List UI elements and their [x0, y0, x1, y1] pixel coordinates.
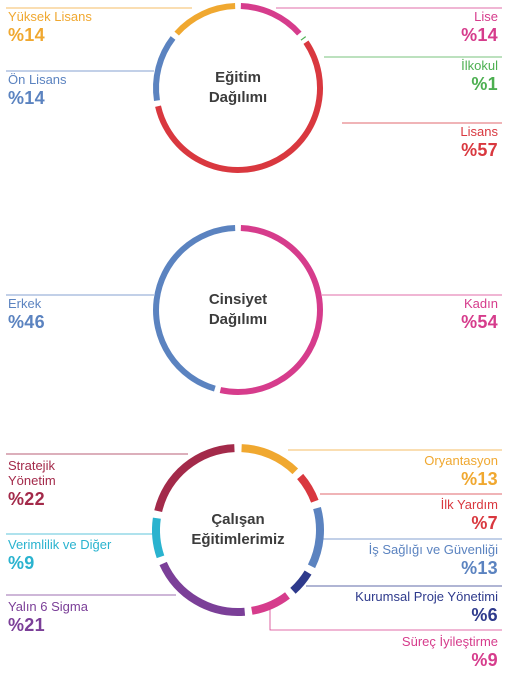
label-i-lk-yardim: İlk Yardım %7: [278, 497, 498, 534]
slice-value: %9: [471, 649, 498, 670]
slice-value: %54: [461, 311, 498, 332]
chart-title-line: Cinsiyet: [208, 290, 268, 308]
slice-value: %1: [471, 73, 498, 94]
slice-value: %46: [8, 311, 45, 332]
gender-distribution-chart: Kadın %54 Erkek %46 Cinsiyet Dağılımı: [0, 200, 510, 410]
slice-value: %14: [461, 24, 498, 45]
slice-name: Stratejik Yönetim: [8, 458, 56, 488]
leader-line-surec-i-yilestirme: [269, 608, 502, 631]
slice-value: %6: [471, 604, 498, 625]
slice-kurumsal-proje-yonetimi: [290, 570, 312, 594]
slice-surec-i-yilestirme: [251, 592, 290, 615]
slice-i-lk-yardim: [297, 473, 319, 503]
chart-title-line: Dağılımı: [208, 89, 268, 106]
slice-value: %14: [8, 24, 45, 45]
slice-value: %7: [471, 512, 498, 533]
ring-svg: [6, 3, 502, 174]
label-verimlilik-ve-diger: Verimlilik ve Diğer %9: [8, 537, 168, 574]
slice-name: Yalın 6 Sigma: [8, 599, 88, 614]
label-i-lkokul: İlkokul %1: [298, 58, 498, 95]
slice-name: İlk Yardım: [440, 497, 498, 512]
chart-title: Çalışan Eğitimlerimiz: [191, 510, 284, 551]
label-lisans: Lisans %57: [298, 124, 498, 161]
label-surec-i-yilestirme: Süreç İyileştirme %9: [278, 634, 498, 671]
slice-value: %13: [461, 557, 498, 578]
slice-value: %21: [8, 614, 45, 635]
slice-name: İlkokul: [461, 58, 498, 73]
label-i-s-sagligi-ve-guvenligi: İş Sağlığı ve Güvenliği %13: [278, 542, 498, 579]
slice-name: İş Sağlığı ve Güvenliği: [368, 542, 498, 557]
label-kadin: Kadın %54: [298, 296, 498, 333]
label-lise: Lise %14: [298, 9, 498, 46]
employee-trainings-chart: Oryantasyon %13 İlk Yardım %7 İş Sağlığı ve …: [0, 410, 510, 676]
slice-erkek: [153, 225, 236, 392]
slice-on-lisans: [153, 36, 176, 101]
label-stratejik-yonetim: Stratejik Yönetim %22: [8, 458, 168, 510]
slice-name: Verimlilik ve Diğer: [8, 537, 112, 552]
slice-name: Yüksek Lisans: [8, 9, 92, 24]
chart-title-line: Eğitim: [215, 68, 261, 86]
slice-yuksek-lisans: [174, 3, 236, 36]
slice-value: %22: [8, 488, 45, 509]
label-on-lisans: Ön Lisans %14: [8, 72, 158, 109]
slice-name: Lisans: [460, 124, 498, 139]
chart-title: Eğitim Dağılımı: [209, 68, 267, 109]
slice-name: Kurumsal Proje Yönetimi: [355, 589, 498, 604]
label-yalin-6-sigma: Yalın 6 Sigma %21: [8, 599, 168, 636]
label-yuksek-lisans: Yüksek Lisans %14: [8, 9, 158, 46]
label-erkek: Erkek %46: [8, 296, 158, 333]
slice-name: Oryantasyon: [424, 453, 498, 468]
chart-title: Cinsiyet Dağılımı: [209, 290, 267, 331]
slice-yalin-6-sigma: [159, 561, 246, 616]
slice-verimlilik-ve-diger: [152, 517, 165, 559]
label-kurumsal-proje-yonetimi: Kurumsal Proje Yönetimi %6: [278, 589, 498, 626]
slice-value: %13: [461, 468, 498, 489]
slice-oryantasyon: [241, 444, 299, 475]
slice-name: Kadın: [464, 296, 498, 311]
slice-kadin: [219, 225, 323, 395]
slice-name: Ön Lisans: [8, 72, 67, 87]
slice-value: %14: [8, 87, 45, 108]
chart-title-line: Çalışan: [211, 510, 265, 528]
slice-i-lkokul: [300, 36, 307, 41]
chart-title-line: Eğitimlerimiz: [191, 531, 285, 548]
chart-title-line: Dağılımı: [208, 311, 268, 328]
slice-name: Lise: [474, 9, 498, 24]
ring-svg: [6, 225, 502, 395]
slice-lise: [240, 3, 302, 36]
slice-lisans: [155, 40, 323, 174]
slice-value: %9: [8, 552, 35, 573]
slice-name: Süreç İyileştirme: [401, 634, 498, 649]
ring-svg: [6, 444, 502, 631]
slice-stratejik-yonetim: [154, 444, 235, 513]
label-oryantasyon: Oryantasyon %13: [278, 453, 498, 490]
slice-i-s-sagligi-ve-guvenligi: [307, 507, 324, 569]
slice-value: %57: [461, 139, 498, 160]
education-distribution-chart: Lise %14 İlkokul %1 Lisans %57 Ön Lisans %14 Yük…: [0, 0, 510, 200]
slice-name: Erkek: [8, 296, 42, 311]
